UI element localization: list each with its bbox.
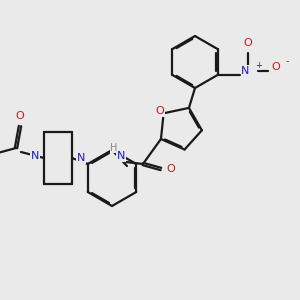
Text: +: +	[255, 61, 262, 70]
Text: N: N	[117, 151, 125, 161]
Text: O: O	[155, 106, 164, 116]
Text: H: H	[110, 143, 118, 153]
Text: N: N	[241, 66, 250, 76]
Text: N: N	[77, 153, 85, 163]
Text: O: O	[167, 164, 175, 174]
Text: O: O	[271, 62, 280, 72]
Text: O: O	[16, 111, 24, 121]
Text: O: O	[243, 38, 252, 48]
Text: N: N	[31, 151, 39, 161]
Text: -: -	[286, 56, 289, 66]
